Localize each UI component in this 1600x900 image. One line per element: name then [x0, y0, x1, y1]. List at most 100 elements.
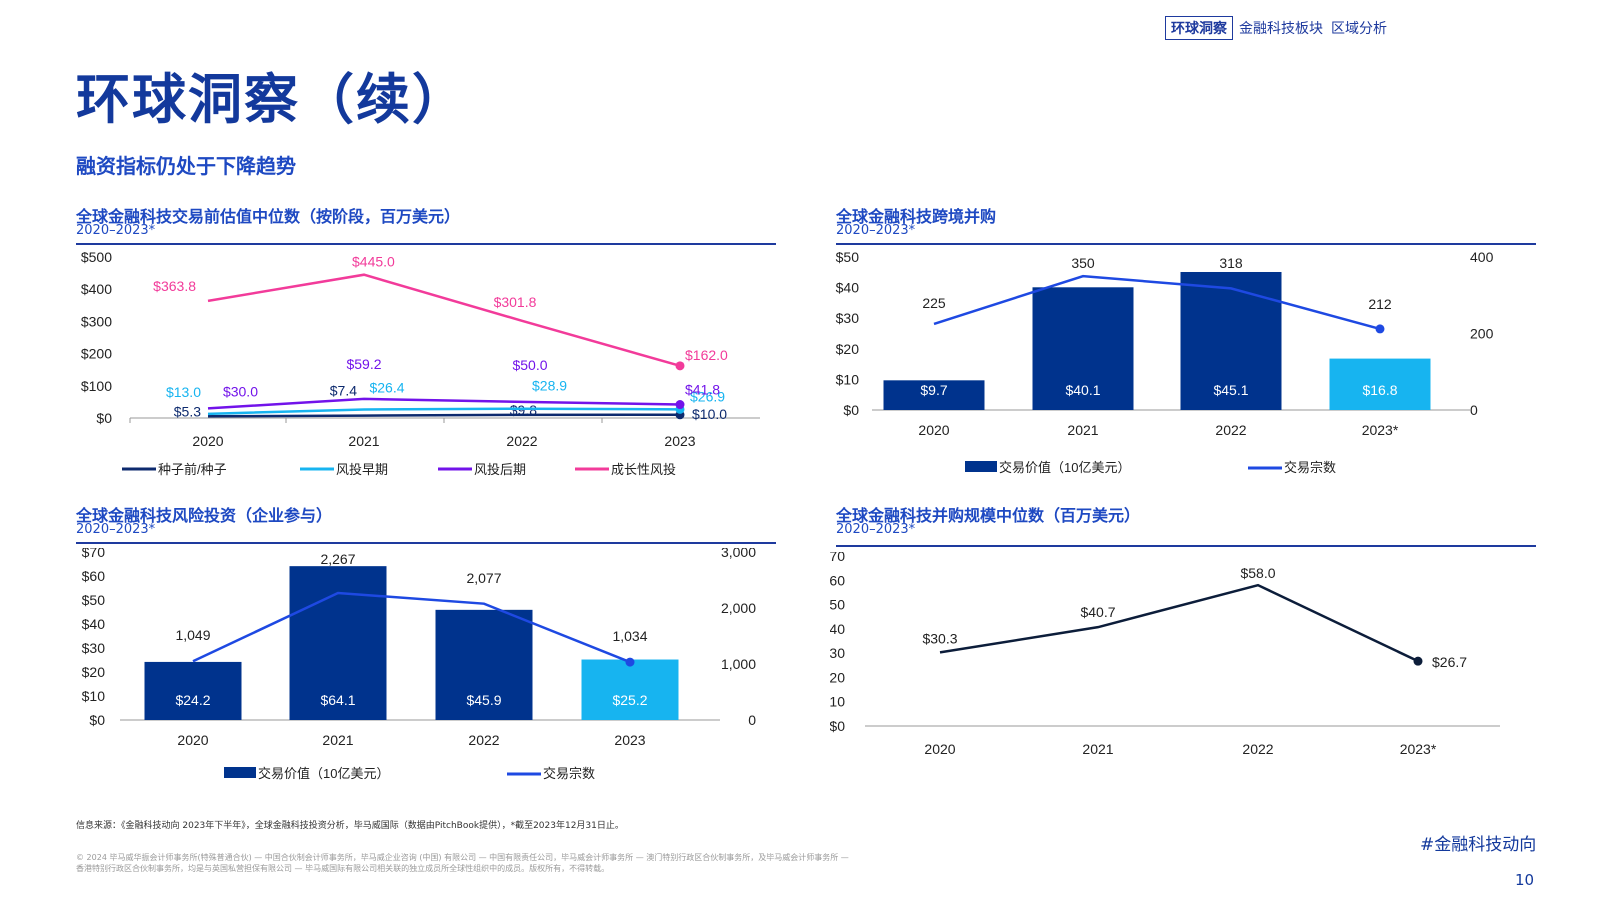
page-number: 10: [1515, 871, 1535, 889]
series-line-3: [207, 273, 681, 368]
x-tick-label: 2022: [1242, 741, 1273, 757]
nav-item-fintech[interactable]: 金融科技板块: [1239, 21, 1323, 37]
legend-label: 风投早期: [336, 462, 388, 477]
bar-value-label: $24.2: [175, 692, 210, 708]
chart2-period: 2020–2023*: [836, 223, 916, 238]
legend-label: 风投后期: [474, 462, 526, 477]
series-line-0: [207, 413, 681, 418]
data-label: $26.4: [369, 379, 404, 395]
data-label: $13.0: [166, 384, 201, 400]
copyright-notice: © 2024 毕马威华振会计师事务所(特殊普通合伙) — 中国合伙制会计师事务所…: [76, 852, 1056, 874]
legend-label: 成长性风投: [611, 462, 676, 477]
data-label: $162.0: [685, 347, 728, 363]
x-tick-label: 2022: [1215, 422, 1246, 438]
y-tick-label: $10: [836, 371, 860, 387]
y-tick-label: $200: [81, 346, 112, 362]
bar-value: [435, 609, 533, 720]
legend-label: 交易宗数: [543, 766, 595, 781]
y-tick-label: $20: [82, 664, 106, 680]
data-label: $41.8: [685, 382, 720, 398]
y2-tick-label: 1,000: [721, 656, 756, 672]
y2-tick-label: 2,000: [721, 600, 756, 616]
top-nav: 环球洞察 金融科技板块 区域分析: [1165, 16, 1387, 40]
x-tick-label: 2023: [664, 433, 695, 449]
y-tick-label: $60: [82, 568, 106, 584]
y-tick-label: $0: [96, 410, 112, 426]
x-tick-label: 2023: [614, 732, 645, 748]
data-label: $26.7: [1432, 654, 1467, 670]
y-tick-label: $50: [836, 249, 860, 265]
median-size-end-point: [1413, 656, 1423, 666]
deal-count-label: 350: [1071, 255, 1095, 271]
series-end-point: [675, 361, 685, 371]
legend-label: 交易价值（10亿美元）: [999, 460, 1130, 475]
bar-value: [144, 661, 242, 720]
legend-label: 交易价值（10亿美元）: [258, 766, 389, 781]
page-title: 环球洞察（续）: [76, 68, 468, 131]
y-tick-label: $20: [836, 341, 860, 357]
deal-count-line: [192, 591, 631, 664]
bar-value-label: $9.7: [920, 382, 947, 398]
chart3-title: 全球金融科技风险投资（企业参与）: [76, 506, 333, 525]
x-tick-label: 2023*: [1400, 741, 1437, 757]
y-tick-label: $70: [830, 552, 845, 564]
y-tick-label: $500: [81, 249, 112, 265]
deal-count-label: 2,267: [320, 551, 355, 567]
data-label: $10.0: [692, 406, 727, 422]
y-tick-label: $300: [81, 313, 112, 329]
y-tick-label: $40: [82, 616, 106, 632]
nav-item-region[interactable]: 区域分析: [1331, 21, 1387, 37]
y-tick-label: $400: [81, 281, 112, 297]
deal-count-label: 212: [1368, 296, 1392, 312]
x-tick-label: 2020: [177, 732, 208, 748]
deal-count-end-point: [625, 657, 635, 667]
chart1-period: 2020–2023*: [76, 223, 156, 238]
page-subtitle: 融资指标仍处于下降趋势: [76, 154, 296, 178]
deal-count-label: 1,049: [175, 627, 210, 643]
deal-count-label: 225: [922, 295, 946, 311]
bar-value-label: $64.1: [320, 692, 355, 708]
hashtag-link[interactable]: #金融科技动向: [1420, 835, 1537, 855]
copyright-line-2: 香港特别行政区合伙制事务所，均是与英国私营担保有限公司 — 毕马威国际有限公司相…: [76, 864, 610, 873]
data-label: $5.3: [174, 403, 201, 419]
bar-value-label: $40.1: [1065, 382, 1100, 398]
y-tick-label: $40: [830, 621, 845, 637]
series-line-2: [207, 397, 681, 410]
y-tick-label: $50: [830, 597, 845, 613]
chart1-rule: [76, 243, 776, 245]
x-tick-label: 2023*: [1362, 422, 1399, 438]
x-tick-label: 2021: [1067, 422, 1098, 438]
chart2-cross-border-ma: $0 $10 $20 $30 $40 $50 0 200 400 $9.7 2020 $40.1 202…: [836, 249, 1494, 475]
y-tick-label: $30: [836, 310, 860, 326]
legend-swatch-bar: [965, 461, 997, 472]
chart1-title: 全球金融科技交易前估值中位数（按阶段，百万美元）: [76, 207, 461, 226]
deal-count-label: 1,034: [612, 628, 647, 644]
chart3-corporate-vc: $0 $10 $20 $30 $40 $50 $60 $70 0 1,000 2,000 3,000 $…: [82, 548, 757, 781]
legend-label: 种子前/种子: [158, 462, 227, 477]
y-tick-label: $0: [830, 718, 845, 734]
source-note: 信息来源：《金融科技动向 2023年下半年》，全球金融科技投资分析，毕马威国际（…: [76, 821, 624, 831]
y-tick-label: $60: [830, 572, 845, 588]
y-tick-label: $40: [836, 280, 860, 296]
y-tick-label: $50: [82, 592, 106, 608]
nav-section-badge[interactable]: 环球洞察: [1165, 16, 1233, 40]
data-label: $59.2: [346, 356, 381, 372]
copyright-line-1: © 2024 毕马威华振会计师事务所(特殊普通合伙) — 中国合伙制会计师事务所…: [76, 853, 849, 862]
deal-count-line: [933, 274, 1381, 331]
data-label: $26.9: [690, 388, 725, 404]
x-tick-label: 2021: [322, 732, 353, 748]
bar-value: [1032, 287, 1134, 410]
y-tick-label: $30: [830, 645, 845, 661]
data-label: $58.0: [1240, 565, 1275, 581]
bar-value: [883, 380, 985, 410]
data-label: $28.9: [532, 378, 567, 394]
y-tick-label: $0: [89, 712, 105, 728]
bar-value: [581, 659, 679, 720]
data-label: $30.0: [223, 383, 258, 399]
y-tick-label: $70: [82, 548, 106, 560]
x-tick-label: 2020: [924, 741, 955, 757]
series-end-point: [675, 400, 685, 410]
y2-tick-label: 200: [1470, 326, 1494, 342]
y-tick-label: $30: [82, 640, 106, 656]
x-tick-label: 2021: [1082, 741, 1113, 757]
